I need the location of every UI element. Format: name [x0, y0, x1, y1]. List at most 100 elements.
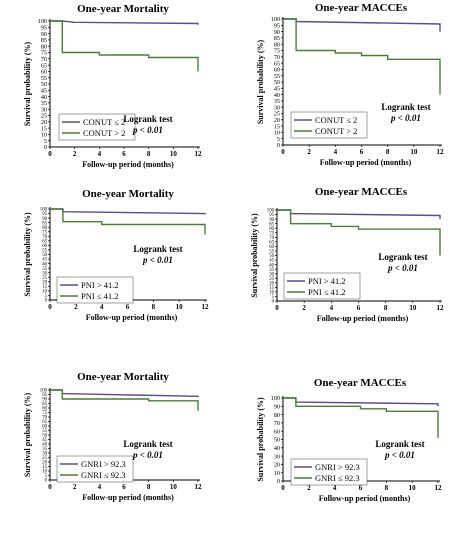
y-tick-label: 65: [42, 240, 47, 245]
y-tick-label: 95: [41, 24, 47, 31]
y-tick-label: 0: [277, 142, 280, 149]
logrank-label: Logrank test: [123, 439, 172, 449]
y-tick-label: 15: [42, 285, 47, 290]
y-tick-label: 25: [42, 456, 47, 461]
km-chart-1: One-year Mortality0510152025303540455055…: [23, 3, 202, 169]
y-tick-label: 85: [274, 35, 280, 42]
x-tick-label: 8: [386, 148, 390, 156]
y-tick-label: 90: [42, 398, 47, 403]
y-tick-label: 50: [41, 81, 47, 88]
y-axis-label: Survival probability (%): [23, 212, 32, 297]
y-tick-label: 30: [269, 272, 274, 277]
y-tick-label: 20: [274, 462, 280, 469]
x-tick-label: 12: [202, 303, 210, 311]
chart-title: One-year Mortality: [77, 3, 169, 15]
legend-box: [58, 113, 136, 141]
x-tick-label: 8: [147, 150, 151, 158]
x-tick-label: 0: [48, 483, 52, 491]
series-line-1: [283, 397, 439, 407]
y-axis-label: Survival probability (%): [256, 397, 265, 482]
y-tick-label: 35: [42, 267, 47, 272]
x-axis-label: Follow-up period (months): [317, 314, 409, 323]
y-tick-label: 60: [274, 67, 280, 74]
chart-title: One-year Mortality: [77, 371, 169, 383]
y-tick-label: 30: [41, 106, 47, 113]
y-tick-label: 75: [41, 50, 47, 57]
x-tick-label: 0: [281, 484, 285, 492]
x-tick-label: 2: [307, 148, 311, 156]
y-tick-label: 0: [272, 300, 275, 305]
series-line-2: [283, 18, 441, 95]
series-line-2: [277, 209, 441, 256]
y-tick-label: 15: [274, 123, 280, 130]
y-tick-label: 80: [41, 43, 47, 50]
x-tick-label: 2: [73, 483, 77, 491]
p-value-label: p < 0.01: [387, 263, 418, 273]
legend-box: [56, 276, 134, 304]
y-tick-label: 100: [267, 209, 275, 214]
y-tick-label: 45: [269, 259, 274, 264]
legend-box: [290, 111, 368, 139]
x-tick-label: 6: [359, 484, 363, 492]
y-tick-label: 70: [41, 56, 47, 63]
y-tick-label: 95: [42, 212, 47, 217]
y-tick-label: 5: [44, 138, 47, 145]
x-tick-label: 12: [195, 150, 203, 158]
y-tick-label: 10: [274, 470, 280, 477]
y-tick-label: 60: [41, 69, 47, 76]
x-tick-label: 6: [126, 303, 130, 311]
y-tick-label: 70: [42, 235, 47, 240]
y-tick-label: 5: [45, 294, 48, 299]
x-tick-label: 6: [122, 483, 126, 491]
legend-label: GNRI ≤ 92.3: [81, 470, 126, 480]
y-tick-label: 50: [269, 254, 274, 259]
logrank-label: Logrank test: [381, 102, 430, 112]
y-tick-label: 0: [45, 299, 48, 304]
x-tick-label: 2: [73, 150, 77, 158]
y-tick-label: 60: [274, 428, 280, 435]
y-tick-label: 75: [269, 231, 274, 236]
legend-label: PNI > 41.2: [308, 276, 346, 286]
y-tick-label: 25: [41, 113, 47, 120]
y-tick-label: 10: [42, 470, 47, 475]
y-tick-label: 80: [42, 226, 47, 231]
y-tick-label: 45: [41, 87, 47, 94]
y-tick-label: 95: [42, 393, 47, 398]
y-tick-label: 65: [42, 420, 47, 425]
y-tick-label: 40: [42, 262, 47, 267]
x-axis-label: Follow-up period (months): [86, 313, 178, 322]
x-tick-label: 10: [170, 483, 178, 491]
x-tick-label: 8: [384, 304, 388, 312]
x-tick-label: 4: [98, 483, 102, 491]
y-tick-label: 20: [269, 281, 274, 286]
y-tick-label: 10: [274, 130, 280, 137]
y-tick-label: 50: [42, 434, 47, 439]
y-tick-label: 90: [269, 218, 274, 223]
p-value-label: p < 0.01: [390, 113, 421, 123]
y-tick-label: 55: [42, 429, 47, 434]
series-line-2: [50, 208, 206, 235]
x-tick-label: 10: [409, 484, 417, 492]
legend-label: PNI ≤ 41.2: [81, 291, 119, 301]
y-axis-label: Survival probability (%): [23, 42, 32, 127]
km-chart-2: One-year MACCEs0510152025303540455055606…: [256, 2, 444, 167]
y-tick-label: 25: [42, 276, 47, 281]
y-tick-label: 5: [45, 474, 48, 479]
y-tick-label: 45: [42, 258, 47, 263]
x-tick-label: 6: [122, 150, 126, 158]
y-tick-label: 65: [274, 60, 280, 67]
y-tick-label: 100: [271, 395, 280, 402]
y-tick-label: 70: [274, 54, 280, 61]
x-tick-label: 4: [333, 484, 337, 492]
y-tick-label: 40: [269, 263, 274, 268]
x-tick-label: 0: [48, 303, 52, 311]
x-tick-label: 12: [195, 483, 203, 491]
y-tick-label: 50: [274, 79, 280, 86]
logrank-label: Logrank test: [123, 114, 172, 124]
y-tick-label: 35: [274, 98, 280, 105]
y-tick-label: 90: [274, 29, 280, 36]
series-line-1: [50, 20, 199, 25]
y-tick-label: 80: [274, 41, 280, 48]
